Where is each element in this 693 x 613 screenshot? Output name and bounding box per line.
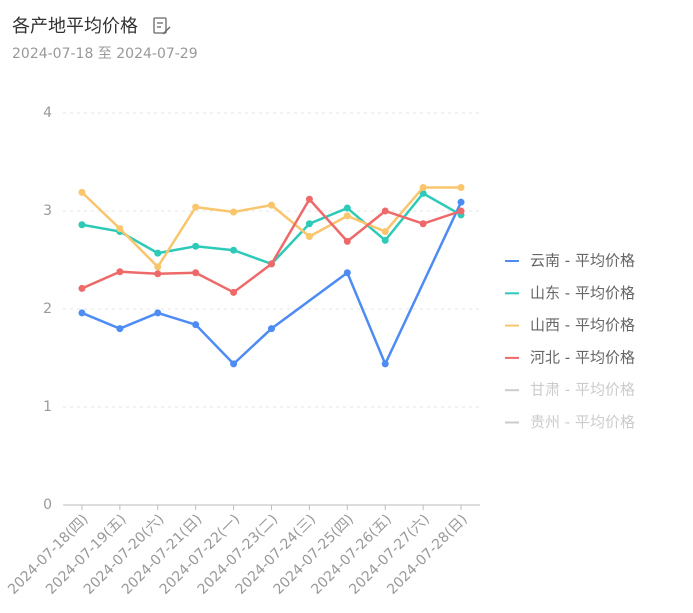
y-tick-label: 1 <box>43 399 52 415</box>
data-point <box>268 325 275 333</box>
data-point <box>457 183 465 191</box>
data-point <box>78 284 86 292</box>
legend-label[interactable]: 甘肃 - 平均价格 <box>530 381 635 399</box>
y-tick-label: 3 <box>43 203 52 219</box>
data-point <box>343 204 351 212</box>
data-point <box>381 228 389 236</box>
legend-label[interactable]: 贵州 - 平均价格 <box>530 413 635 431</box>
data-point <box>419 220 427 228</box>
data-point <box>268 201 275 209</box>
data-point <box>154 263 162 271</box>
data-point <box>457 198 465 206</box>
series-line <box>81 186 462 269</box>
data-point <box>381 236 389 244</box>
icon-body <box>153 17 167 34</box>
data-point <box>116 225 124 233</box>
series-line <box>81 197 462 294</box>
data-point <box>419 189 427 197</box>
data-point <box>230 360 238 368</box>
data-point <box>78 221 86 229</box>
data-point <box>343 237 351 245</box>
data-point <box>78 309 86 317</box>
data-point <box>116 325 124 333</box>
data-point <box>381 207 389 215</box>
data-point <box>192 269 200 277</box>
data-point <box>305 232 313 240</box>
legend-label[interactable]: 云南 - 平均价格 <box>530 252 635 270</box>
legend-label[interactable]: 山西 - 平均价格 <box>530 316 635 334</box>
data-point <box>154 249 162 257</box>
data-point <box>268 260 275 268</box>
data-point <box>230 208 238 216</box>
data-point <box>116 268 124 276</box>
data-point <box>305 220 313 228</box>
data-point <box>154 270 162 278</box>
y-tick-label: 0 <box>43 497 52 513</box>
data-point <box>457 207 465 215</box>
data-point <box>192 321 200 329</box>
y-tick-label: 4 <box>43 105 52 121</box>
data-point <box>381 360 389 368</box>
data-point <box>305 195 313 203</box>
data-point <box>192 242 200 250</box>
icon-pen <box>162 26 171 35</box>
data-point <box>230 288 238 296</box>
data-point <box>343 212 351 220</box>
chart-title: 各产地平均价格 <box>12 16 138 37</box>
edit-icon[interactable] <box>153 17 171 35</box>
data-point <box>230 246 238 254</box>
legend-label[interactable]: 河北 - 平均价格 <box>530 348 635 366</box>
y-tick-label: 2 <box>43 301 52 317</box>
data-point <box>419 183 427 191</box>
data-point <box>343 269 351 277</box>
legend-label[interactable]: 山东 - 平均价格 <box>530 284 635 302</box>
data-point <box>192 203 200 211</box>
series-line <box>81 201 463 367</box>
data-point <box>78 188 86 196</box>
data-point <box>154 309 162 317</box>
chart-subtitle: 2024-07-18 至 2024-07-29 <box>12 46 198 62</box>
